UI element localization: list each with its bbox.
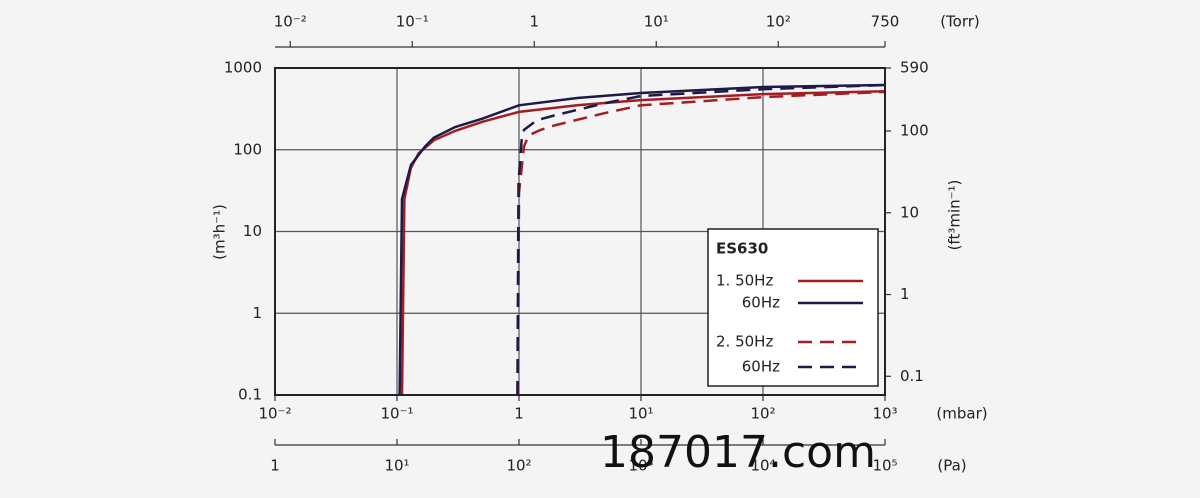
x2-tick-label: 10¹ xyxy=(644,13,669,31)
x-tick-label: 10¹ xyxy=(628,405,653,423)
x2-tick-label: 10⁻² xyxy=(274,13,307,31)
legend-label: 1. 50Hz xyxy=(716,272,773,290)
x2-tick-label: 10⁻¹ xyxy=(396,13,429,31)
x2-axis-label: (Torr) xyxy=(940,13,980,31)
legend-label: 60Hz xyxy=(742,294,780,312)
x3-tick-label: 1 xyxy=(270,457,280,475)
x3-tick-label: 10² xyxy=(506,457,531,475)
legend-label: 2. 50Hz xyxy=(716,333,773,351)
legend-title: ES630 xyxy=(716,240,768,258)
x3-tick-label: 10⁴ xyxy=(750,457,775,475)
x-tick-label: 10⁻¹ xyxy=(380,405,413,423)
x-tick-label: 1 xyxy=(514,405,524,423)
legend-label: 60Hz xyxy=(742,358,780,376)
y2-axis-label: (ft³min⁻¹) xyxy=(946,180,964,251)
series-line xyxy=(516,83,886,396)
y-tick-label: 10 xyxy=(243,222,262,240)
y2-tick-label: 590 xyxy=(900,59,929,77)
x-tick-label: 10⁻² xyxy=(258,405,291,423)
y2-tick-label: 100 xyxy=(900,122,929,140)
y2-tick-label: 10 xyxy=(900,203,919,221)
x-tick-label: 10² xyxy=(750,405,775,423)
x-tick-label: 10³ xyxy=(872,405,897,423)
y2-tick-label: 0.1 xyxy=(900,367,924,385)
x3-tick-label: 10¹ xyxy=(384,457,409,475)
y-tick-label: 1 xyxy=(252,304,262,322)
x3-axis-label: (Pa) xyxy=(937,457,966,475)
x-axis-label: (mbar) xyxy=(936,405,987,423)
x2-tick-label: 1 xyxy=(529,13,539,31)
series-line xyxy=(516,90,886,396)
x2-tick-label: 750 xyxy=(871,13,900,31)
x3-tick-label: 10³ xyxy=(628,457,653,475)
y-tick-label: 0.1 xyxy=(238,386,262,404)
legend-box xyxy=(707,228,879,387)
y-tick-label: 100 xyxy=(233,140,262,158)
x3-tick-label: 10⁵ xyxy=(872,457,897,475)
watermark: 187017.com xyxy=(600,427,876,478)
y2-tick-label: 1 xyxy=(900,285,910,303)
series-line xyxy=(398,83,886,396)
y-tick-label: 1000 xyxy=(224,59,262,77)
plot-frame xyxy=(274,67,886,396)
x2-tick-label: 10² xyxy=(766,13,791,31)
y-axis-label: (m³h⁻¹) xyxy=(211,204,229,260)
